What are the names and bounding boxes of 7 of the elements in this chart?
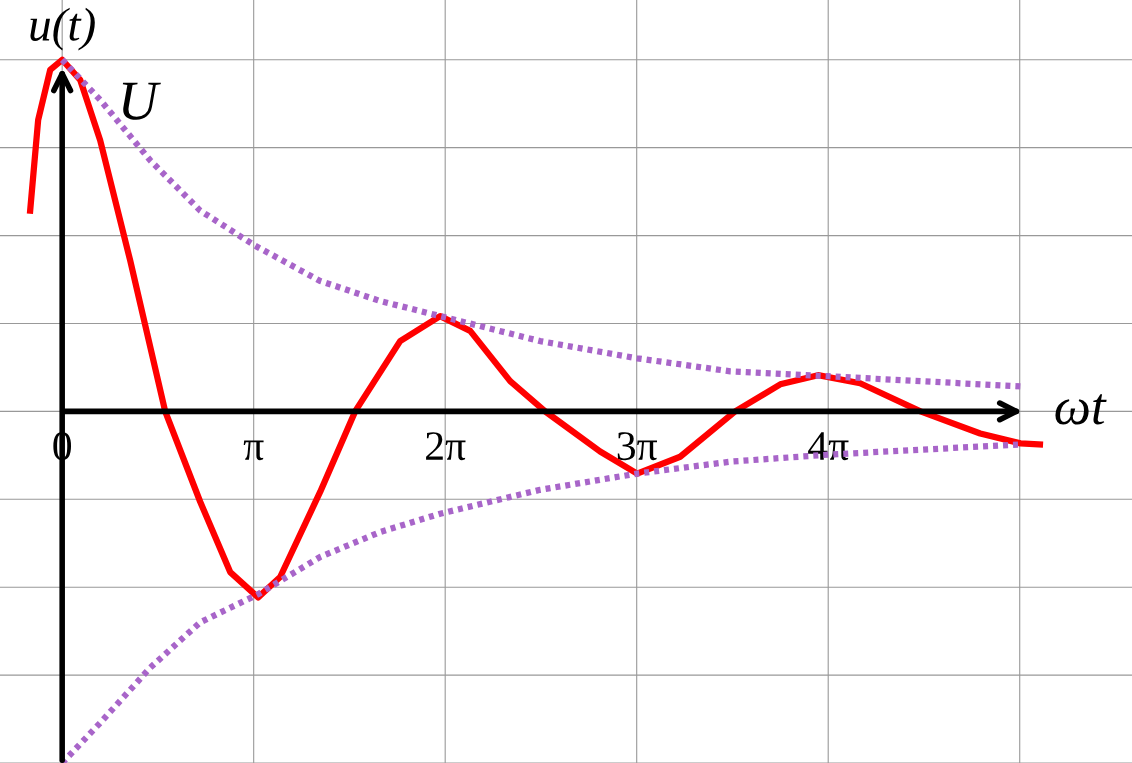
x-tick-label: 2π: [426, 432, 466, 461]
x-axis-title: ωt: [1055, 394, 1107, 425]
y-axis-title: u(t): [30, 7, 95, 51]
x-tick-label: 3π: [617, 432, 657, 461]
x-tick-label: π: [243, 440, 264, 461]
x-tick-label: 4π: [808, 432, 849, 461]
annotation: U: [122, 82, 161, 120]
